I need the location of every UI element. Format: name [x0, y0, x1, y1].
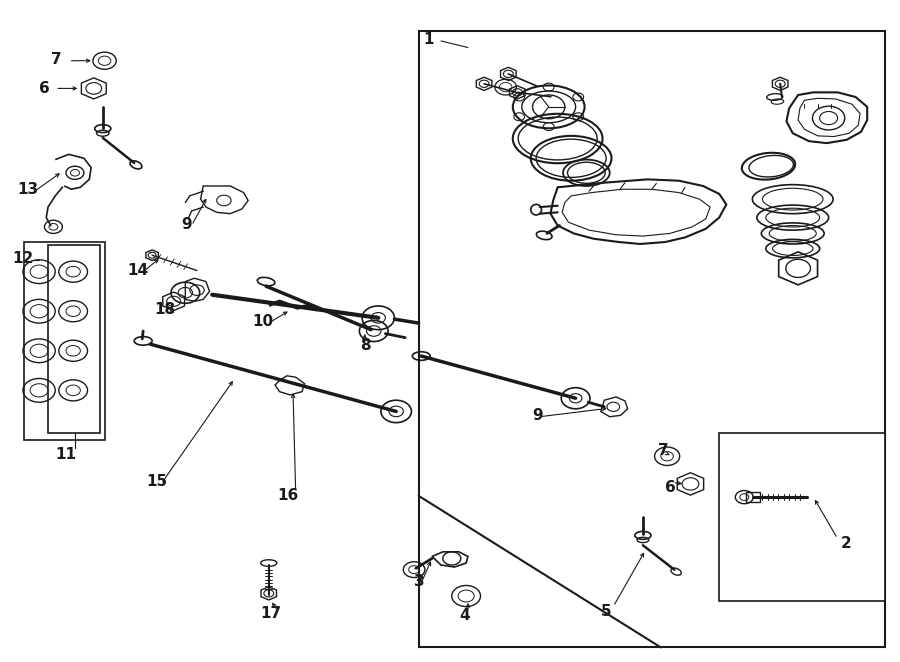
Bar [719, 433, 886, 601]
Bar [746, 492, 760, 502]
Text: 18: 18 [154, 303, 175, 317]
Text: 13: 13 [17, 182, 39, 197]
Text: 15: 15 [147, 474, 168, 489]
Text: 5: 5 [600, 604, 611, 619]
Text: 14: 14 [127, 263, 148, 278]
Bar [23, 242, 104, 440]
Text: 9: 9 [181, 216, 192, 232]
Text: 7: 7 [658, 444, 669, 459]
Text: 4: 4 [459, 608, 470, 624]
Bar [48, 246, 100, 433]
Text: 16: 16 [278, 489, 299, 503]
Text: 7: 7 [50, 52, 61, 67]
Text: 6: 6 [39, 81, 50, 96]
Text: 12: 12 [13, 251, 33, 266]
Bar [418, 31, 886, 647]
Text: 8: 8 [360, 338, 371, 353]
Text: 2: 2 [841, 536, 851, 551]
Text: 6: 6 [665, 481, 676, 495]
Text: 1: 1 [423, 32, 434, 47]
Text: 3: 3 [414, 574, 425, 589]
Text: 17: 17 [260, 606, 282, 621]
Text: 9: 9 [533, 408, 544, 423]
Text: 11: 11 [55, 448, 76, 463]
Text: 10: 10 [253, 314, 274, 328]
